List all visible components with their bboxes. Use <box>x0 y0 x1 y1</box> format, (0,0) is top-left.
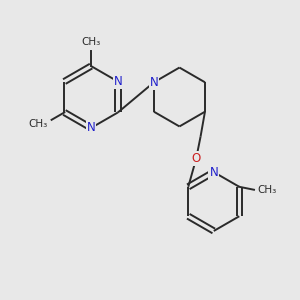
Text: O: O <box>191 152 201 165</box>
Text: N: N <box>209 166 218 178</box>
Text: N: N <box>150 76 158 89</box>
Text: CH₃: CH₃ <box>257 185 277 195</box>
Text: CH₃: CH₃ <box>29 119 48 129</box>
Text: N: N <box>113 75 122 88</box>
Text: CH₃: CH₃ <box>82 37 101 47</box>
Text: N: N <box>87 122 95 134</box>
